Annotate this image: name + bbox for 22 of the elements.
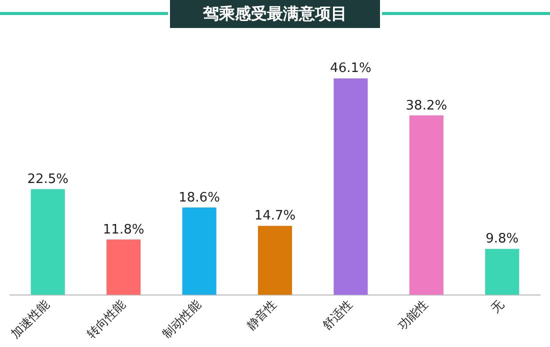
- bar: [409, 115, 444, 295]
- data-label: 22.5%: [27, 172, 69, 188]
- bar: [334, 78, 368, 295]
- data-label: 11.8%: [102, 222, 144, 238]
- x-tick-label: 制动性能: [160, 297, 204, 342]
- data-label: 18.6%: [178, 190, 220, 206]
- data-label: 46.1%: [330, 61, 372, 76]
- bar: [106, 239, 141, 295]
- bar: [30, 189, 65, 295]
- x-tick-label: 静音性: [244, 297, 280, 333]
- x-tick-label: 舒适性: [320, 297, 356, 333]
- chart-title: 驾乘感受最满意项目: [170, 0, 380, 28]
- data-label: 9.8%: [486, 232, 519, 247]
- x-tick-label: 功能性: [395, 297, 431, 333]
- bar: [485, 248, 520, 295]
- x-tick-label: 加速性能: [8, 297, 52, 342]
- data-label: 38.2%: [406, 98, 448, 114]
- x-tick-label: 转向性能: [84, 297, 128, 342]
- data-label: 14.7%: [254, 208, 296, 224]
- bar: [258, 226, 292, 295]
- bar: [182, 208, 216, 295]
- x-tick-label: 无: [488, 297, 506, 316]
